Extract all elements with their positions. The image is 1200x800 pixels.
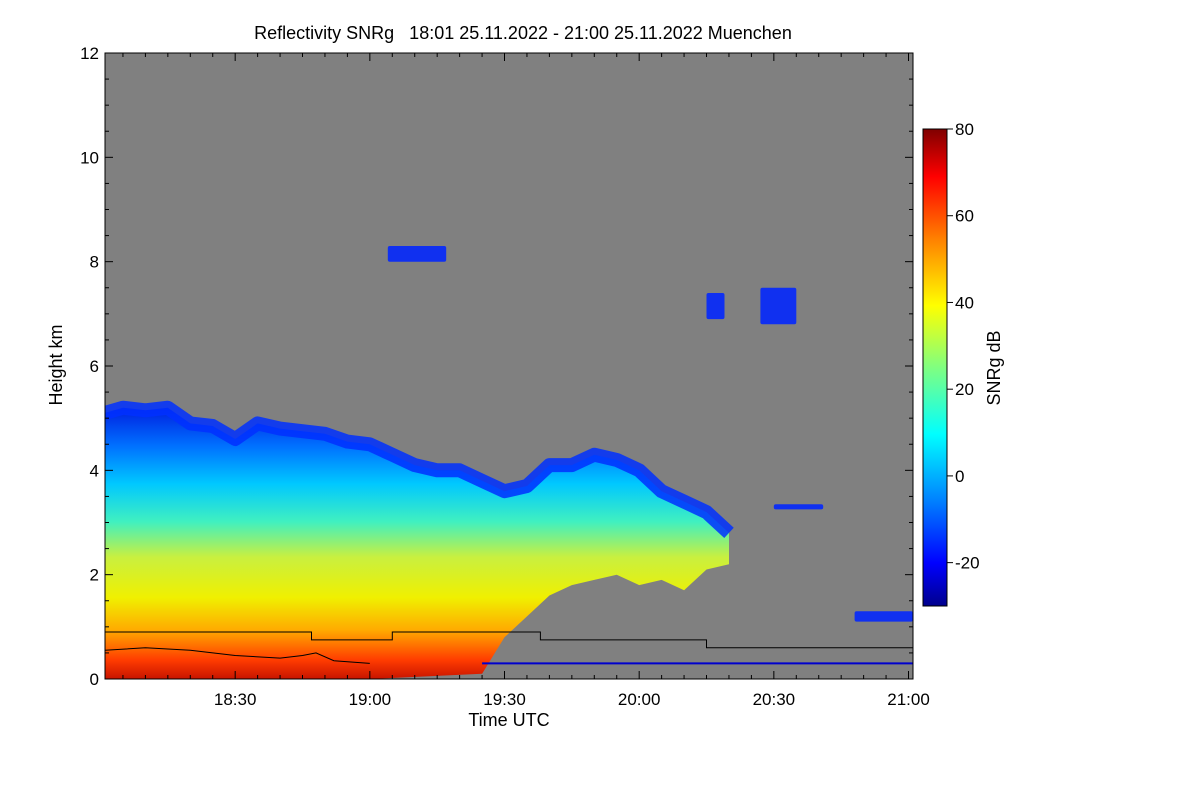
- x-tick-label: 20:00: [618, 690, 661, 709]
- y-tick-label: 10: [80, 148, 99, 167]
- chart-title: Reflectivity SNRg 18:01 25.11.2022 - 21:…: [254, 23, 792, 43]
- y-tick-label: 0: [90, 670, 99, 689]
- x-tick-label: 21:00: [887, 690, 930, 709]
- step-line: [105, 631, 913, 649]
- colorbar-tick-label: -20: [955, 554, 980, 573]
- y-tick-label: 12: [80, 44, 99, 63]
- echo-top-fringe: [105, 400, 734, 539]
- colorbar-tick-label: 0: [955, 467, 964, 486]
- colorbar-tick-label: 60: [955, 207, 974, 226]
- echo-patch-3: [760, 287, 797, 325]
- precipitation-echo: [105, 407, 729, 679]
- colorbar-tick-label: 80: [955, 120, 974, 139]
- y-tick-label: 6: [90, 357, 99, 376]
- x-tick-label: 19:00: [349, 690, 392, 709]
- colorbar-tick-label: 20: [955, 380, 974, 399]
- y-tick-label: 8: [90, 253, 99, 272]
- x-tick-label: 19:30: [483, 690, 526, 709]
- colorbar: [922, 128, 948, 607]
- y-tick-label: 2: [90, 566, 99, 585]
- y-axis-label: Height km: [46, 324, 66, 405]
- colorbar-label: SNRg dB: [984, 330, 1004, 405]
- x-tick-label: 20:30: [753, 690, 796, 709]
- boundary-line: [105, 647, 370, 664]
- echo-patch-4: [773, 504, 824, 510]
- y-tick-label: 4: [90, 461, 99, 480]
- x-axis-label: Time UTC: [468, 710, 549, 730]
- x-tick-label: 18:30: [214, 690, 257, 709]
- echo-patch-1: [387, 246, 447, 262]
- echo-patch-5: [854, 611, 913, 622]
- echo-patch-2: [706, 293, 725, 320]
- colorbar-tick-label: 40: [955, 293, 974, 312]
